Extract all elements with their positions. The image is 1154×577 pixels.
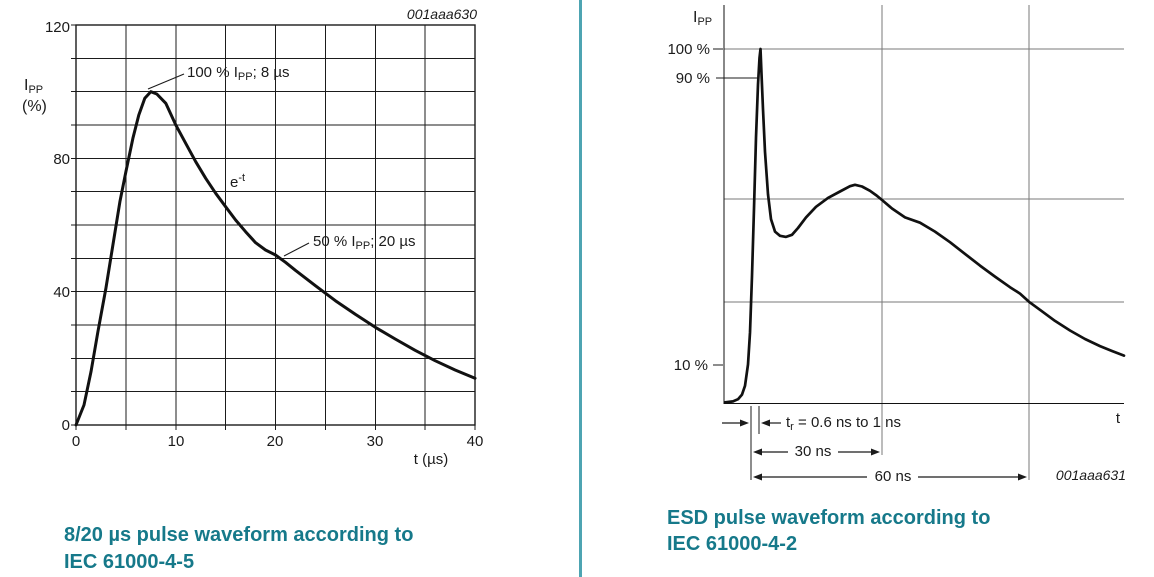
right-caption-line2: IEC 61000-4-2 — [667, 533, 798, 555]
left-y-tick-80: 80 — [53, 151, 70, 168]
right-chart-grid — [724, 5, 1124, 480]
dimension-30ns-label: 30 ns — [794, 443, 832, 460]
left-y-tick-120: 120 — [44, 19, 70, 36]
peak-annotation: 100 % IPP; 8 µs — [187, 64, 290, 83]
right-mark-90: 90 % — [675, 70, 710, 87]
right-chart-axes — [723, 5, 1124, 405]
left-x-tick-0: 0 — [71, 433, 81, 450]
right-mark-10: 10 % — [673, 357, 708, 374]
left-x-tick-30: 30 — [366, 433, 384, 450]
left-y-tick-40: 40 — [53, 284, 70, 301]
left-y-axis-unit: (%) — [22, 98, 47, 115]
right-figure-id: 001aaa631 — [1055, 467, 1126, 483]
left-caption-line1: 8/20 µs pulse waveform according to — [64, 524, 414, 546]
right-caption-line1: ESD pulse waveform according to — [667, 507, 991, 529]
left-y-axis-label: IPP — [24, 77, 44, 96]
left-x-tick-20: 20 — [266, 433, 284, 450]
left-waveform-curve — [74, 90, 477, 427]
right-x-axis-label: t — [1115, 410, 1120, 427]
half-value-annotation: 50 % IPP; 20 µs — [313, 233, 416, 252]
left-y-tick-0: 0 — [61, 417, 70, 434]
left-chart-border — [75, 24, 476, 426]
decay-annotation: e-t — [230, 172, 246, 191]
panel-divider — [579, 0, 582, 577]
right-y-axis-label: IPP — [693, 9, 713, 28]
rise-time-annotation: tr = 0.6 ns to 1 ns — [786, 414, 901, 433]
left-x-tick-40: 40 — [466, 433, 484, 450]
left-chart-grid — [71, 24, 476, 430]
dimension-arrows — [722, 419, 1027, 481]
left-x-tick-10: 10 — [167, 433, 185, 450]
right-mark-100: 100 % — [667, 41, 710, 58]
dimension-60ns-label: 60 ns — [874, 468, 912, 485]
left-annotation-leader-lines — [147, 73, 310, 257]
left-figure-id: 001aaa630 — [406, 6, 477, 22]
rise-time-reference-lines — [750, 406, 760, 480]
right-chart-level-ticks — [713, 48, 757, 366]
right-waveform-curve — [723, 47, 1126, 404]
left-x-axis-label: t (µs) — [413, 451, 449, 468]
left-caption-line2: IEC 61000-4-5 — [64, 551, 195, 573]
